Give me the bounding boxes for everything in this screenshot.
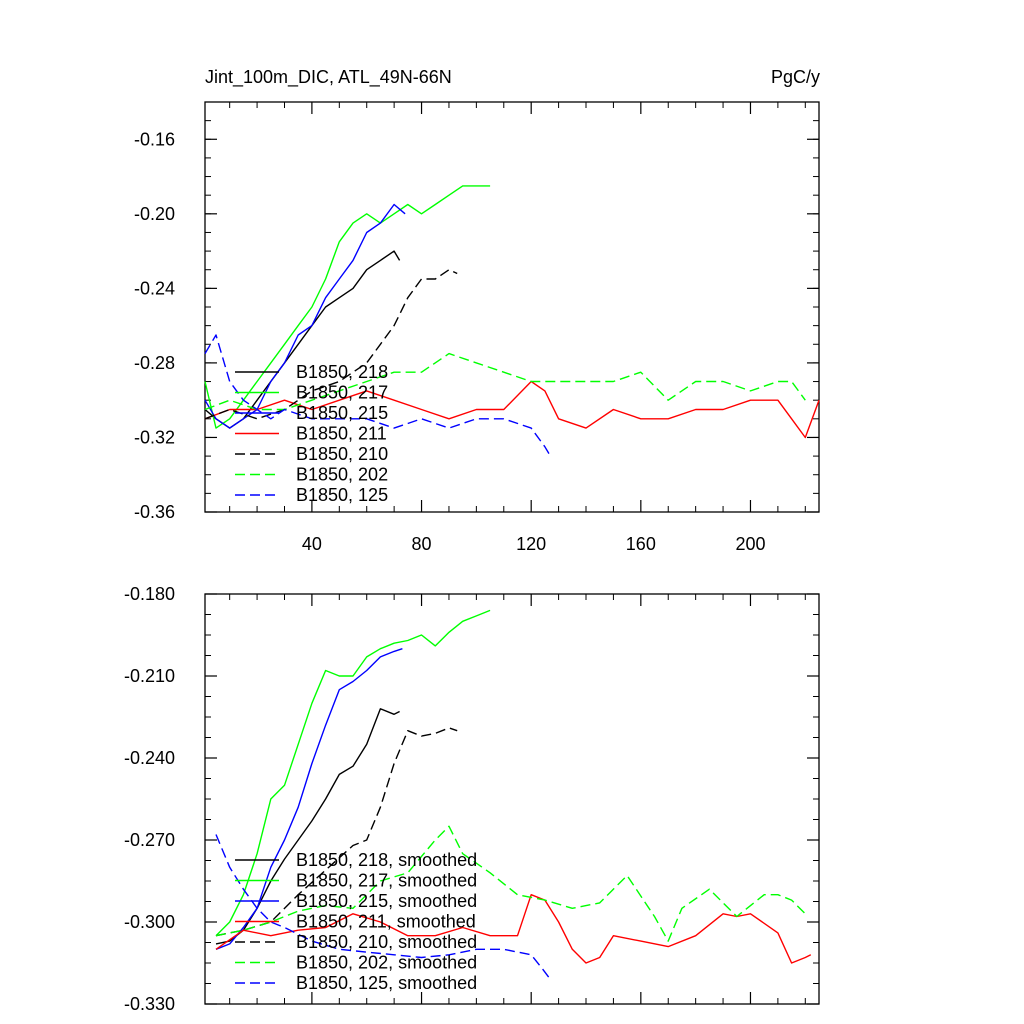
legend-label: B1850, 202 (296, 465, 388, 485)
series-line (215, 609, 491, 937)
series-line (215, 894, 812, 964)
legend-label: B1850, 218, smoothed (296, 850, 477, 870)
x-tick-label: 200 (735, 534, 765, 554)
y-tick-label: -0.330 (124, 994, 175, 1014)
series-line (215, 834, 551, 980)
x-tick-label: 40 (302, 534, 322, 554)
legend-label: B1850, 211 (296, 424, 387, 444)
legend-label: B1850, 215, smoothed (296, 891, 477, 911)
series-line (215, 708, 400, 945)
top-panel: Jint_100m_DIC, ATL_49N-66N PgC/y 40 80 120… (134, 67, 820, 554)
series-line (204, 334, 552, 457)
series-line (204, 185, 491, 429)
y-tick-label: -0.32 (134, 427, 175, 447)
series-line (215, 727, 458, 937)
legend-label: B1850, 215 (296, 403, 388, 423)
y-tick-label: -0.28 (134, 353, 175, 373)
series-line (215, 825, 806, 942)
legend-label: B1850, 125, smoothed (296, 973, 477, 993)
bottom-panel: -0.180 -0.210 -0.240 -0.270 -0.300 -0.330 B18… (124, 584, 820, 1014)
legend-label: B1850, 202, smoothed (296, 953, 477, 973)
y-tick-label: -0.16 (134, 129, 175, 149)
y-tick-label: -0.24 (134, 278, 175, 298)
x-tick-label: 160 (626, 534, 656, 554)
y-tick-label: -0.36 (134, 502, 175, 522)
legend-label: B1850, 125 (296, 485, 388, 505)
x-tick-label: 120 (516, 534, 546, 554)
legend-label: B1850, 210 (296, 444, 388, 464)
y-tick-label: -0.300 (124, 912, 175, 932)
legend-label: B1850, 218 (296, 362, 388, 382)
y-tick-label: -0.240 (124, 748, 175, 768)
legend-label: B1850, 211, smoothed (296, 912, 476, 932)
legend-label: B1850, 217 (296, 383, 388, 403)
y-tick-label: -0.270 (124, 830, 175, 850)
x-tick-label: 80 (412, 534, 432, 554)
y-tick-label: -0.20 (134, 204, 175, 224)
chart-units: PgC/y (771, 67, 820, 87)
series-line (204, 380, 820, 439)
y-tick-label: -0.180 (124, 584, 175, 604)
series-line (204, 352, 806, 411)
series-line (204, 203, 406, 429)
legend-label: B1850, 217, smoothed (296, 871, 477, 891)
chart-title: Jint_100m_DIC, ATL_49N-66N (205, 67, 452, 88)
y-tick-label: -0.210 (124, 666, 175, 686)
legend-label: B1850, 210, smoothed (296, 932, 477, 952)
